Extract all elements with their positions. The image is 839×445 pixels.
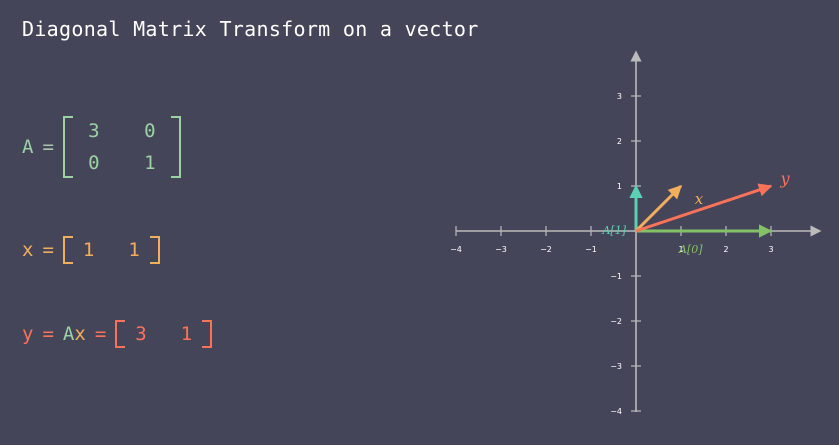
left-bracket (62, 116, 73, 178)
vector-y-entry: 1 (180, 323, 193, 345)
matrix-a-entries: 3 0 0 1 (73, 117, 171, 177)
vector-label: A[1] (601, 224, 626, 237)
x-tick-label: −3 (495, 245, 507, 254)
vector-x-entry: 1 (82, 239, 95, 261)
equals-sign: = (42, 136, 54, 158)
right-bracket (202, 320, 213, 348)
y-tick-label: 2 (617, 137, 622, 146)
x-tick-label: −4 (450, 245, 462, 254)
x-tick-label: −2 (540, 245, 552, 254)
x-tick-label: −1 (585, 245, 597, 254)
y-tick-label: 1 (617, 182, 622, 191)
matrix-a-entry: 1 (144, 152, 156, 174)
vector-x-symbol: x (74, 323, 86, 345)
y-tick-label: −3 (610, 362, 622, 371)
equals-sign: = (94, 323, 107, 345)
matrix-a-entry: 0 (144, 120, 156, 142)
left-bracket (62, 236, 73, 264)
vector-arrow (634, 184, 683, 233)
right-bracket (149, 236, 160, 264)
vector-x-entries: 1 1 (73, 239, 150, 261)
vector-y-entries: 3 1 (125, 323, 202, 345)
y-tick-label: −4 (610, 407, 622, 416)
vector-y-symbol: y (22, 323, 34, 345)
matrix-a-equation: A = 3 0 0 1 (22, 116, 181, 178)
equals-sign: = (42, 239, 54, 261)
vector-label: A[0] (678, 243, 703, 256)
matrix-a-symbol: A (62, 323, 75, 345)
x-tick-label: 2 (723, 245, 728, 254)
right-bracket (170, 116, 181, 178)
x-tick-label: 3 (768, 245, 773, 254)
equals-sign: = (42, 323, 54, 345)
y-tick-label: −2 (610, 317, 622, 326)
vector-arrow (635, 183, 773, 233)
y-tick-label: 3 (617, 92, 622, 101)
vector-x-symbol: x (22, 239, 34, 261)
vector-x-equation: x = 1 1 (22, 236, 160, 264)
vector-y-entry: 3 (135, 323, 147, 345)
x-tick-label: 1 (678, 245, 683, 254)
left-bracket (115, 320, 126, 348)
vector-y-equation: y = A x = 3 1 (22, 320, 213, 348)
matrix-a-entry: 3 (88, 120, 100, 142)
matrix-a-entry: 0 (88, 152, 100, 174)
y-tick-label: −1 (610, 272, 622, 281)
vector-label: x (695, 190, 704, 208)
vector-x-entry: 1 (128, 239, 140, 261)
page-title: Diagonal Matrix Transform on a vector (22, 17, 479, 41)
matrix-a-symbol: A (22, 136, 34, 158)
vector-label: y (779, 169, 790, 188)
